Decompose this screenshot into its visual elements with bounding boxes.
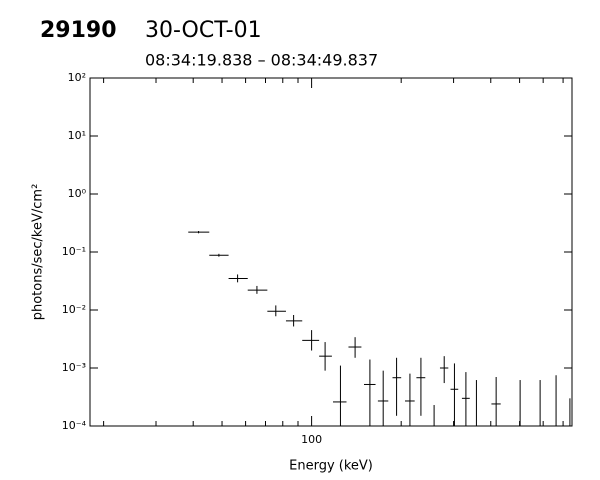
chart-title: 29190 <box>40 18 117 43</box>
y-tick-label: 10⁻² <box>62 303 86 316</box>
time-range: 08:34:19.838 – 08:34:49.837 <box>145 51 378 70</box>
y-tick-label: 10⁻³ <box>62 361 86 374</box>
y-tick-label: 10⁻⁴ <box>62 419 87 432</box>
y-tick-label: 10² <box>68 71 86 84</box>
x-tick-label: 100 <box>301 433 322 446</box>
y-tick-label: 10⁻¹ <box>62 245 86 258</box>
x-axis-label: Energy (keV) <box>289 459 373 474</box>
chart-date: 30-OCT-01 <box>145 18 262 43</box>
y-tick-label: 10¹ <box>68 129 86 142</box>
y-axis-label: photons/sec/keV/cm² <box>31 184 46 321</box>
y-tick-label: 10⁰ <box>68 187 87 200</box>
